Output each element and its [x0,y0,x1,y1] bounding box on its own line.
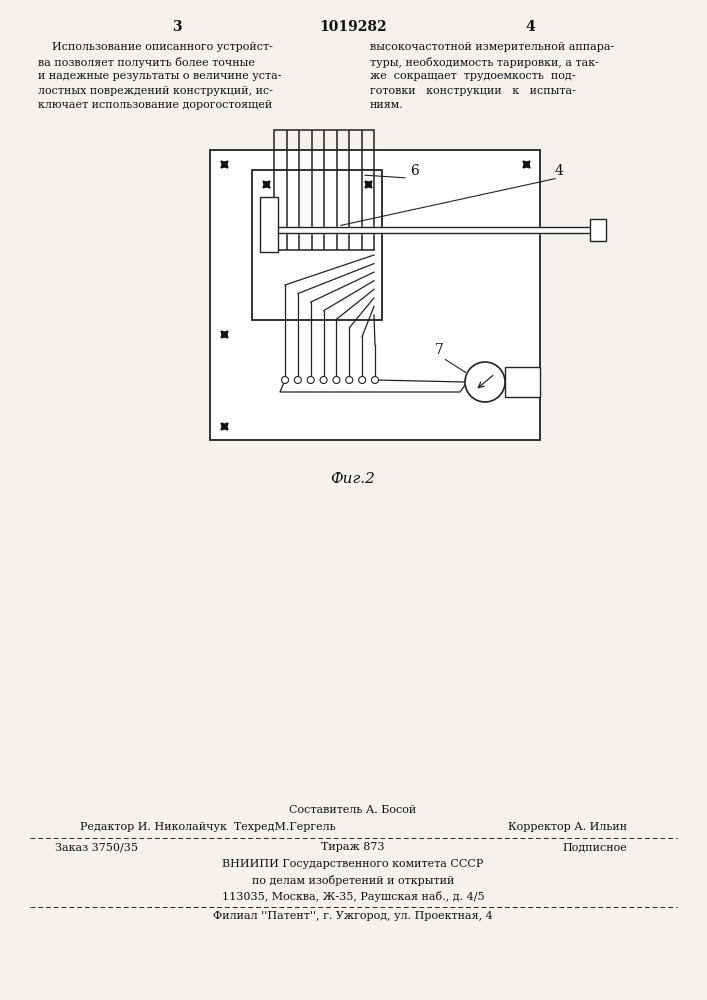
Text: 4: 4 [555,164,564,178]
Text: же  сокращает  трудоемкость  под-: же сокращает трудоемкость под- [370,71,575,81]
Text: ва позволяет получить более точные: ва позволяет получить более точные [38,56,255,68]
Text: высокочастотной измерительной аппара-: высокочастотной измерительной аппара- [370,42,614,52]
Text: Подписное: Подписное [562,842,627,852]
Circle shape [465,362,505,402]
Circle shape [294,376,301,383]
Bar [505,367,540,397]
Text: готовки   конструкции   к   испыта-: готовки конструкции к испыта- [370,86,576,96]
Bar [252,170,382,320]
Bar [210,150,540,440]
Circle shape [281,376,288,383]
Text: ключает использование дорогостоящей: ключает использование дорогостоящей [38,100,272,110]
Text: ниям.: ниям. [370,100,404,110]
Bar [260,197,278,252]
Text: и надежные результаты о величине уста-: и надежные результаты о величине уста- [38,71,281,81]
Text: Фиг.2: Фиг.2 [331,472,375,486]
Text: Заказ 3750/35: Заказ 3750/35 [55,842,138,852]
Text: 6: 6 [410,164,419,178]
Circle shape [320,376,327,383]
Text: 1019282: 1019282 [319,20,387,34]
Text: Тираж 873: Тираж 873 [321,842,385,852]
Text: 113035, Москва, Ж-35, Раушская наб., д. 4/5: 113035, Москва, Ж-35, Раушская наб., д. … [222,891,484,902]
Text: 7: 7 [435,343,444,357]
Text: Редактор И. Николайчук  ТехредМ.Гергель: Редактор И. Николайчук ТехредМ.Гергель [80,822,336,832]
Circle shape [358,376,366,383]
Text: Составитель А. Босой: Составитель А. Босой [289,805,416,815]
Text: Использование описанного устройст-: Использование описанного устройст- [38,42,273,52]
Text: ВНИИПИ Государственного комитета СССР: ВНИИПИ Государственного комитета СССР [222,859,484,869]
Circle shape [333,376,340,383]
Text: 4: 4 [525,20,535,34]
Text: Корректор А. Ильин: Корректор А. Ильин [508,822,627,832]
Text: 3: 3 [173,20,182,34]
Text: по делам изобретений и открытий: по делам изобретений и открытий [252,875,454,886]
Text: лостных повреждений конструкций, ис-: лостных повреждений конструкций, ис- [38,86,273,96]
Text: Филиал ''Патент'', г. Ужгород, ул. Проектная, 4: Филиал ''Патент'', г. Ужгород, ул. Проек… [213,911,493,921]
Circle shape [346,376,353,383]
Circle shape [371,376,378,383]
Circle shape [308,376,314,383]
Bar [590,219,606,241]
Text: туры, необходимость тарировки, а так-: туры, необходимость тарировки, а так- [370,56,599,68]
